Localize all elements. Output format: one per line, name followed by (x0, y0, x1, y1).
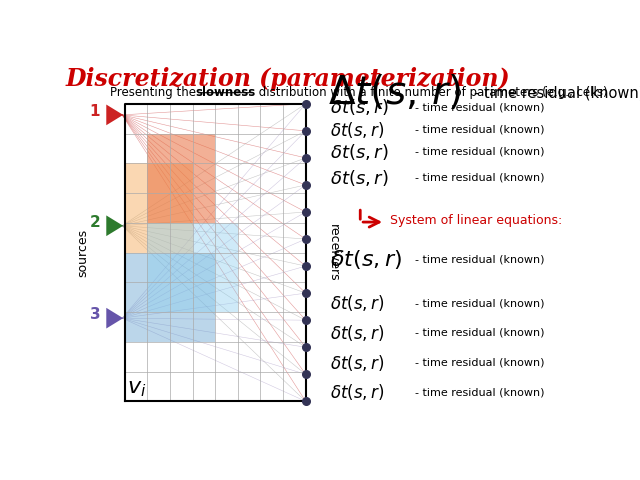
Text: receivers: receivers (326, 224, 339, 281)
Polygon shape (106, 105, 123, 125)
Text: $\delta t(s,r)$: $\delta t(s,r)$ (330, 168, 389, 188)
Text: System of linear equations:: System of linear equations: (390, 215, 563, 228)
Text: $\mathit{v}_i$: $\mathit{v}_i$ (127, 377, 147, 399)
Text: - time residual (known): - time residual (known) (415, 328, 544, 338)
Text: - time residual (known): - time residual (known) (415, 173, 544, 183)
Text: 3: 3 (90, 307, 100, 322)
Text: $\delta t(s,r)$: $\delta t(s,r)$ (330, 97, 389, 118)
Polygon shape (106, 308, 123, 328)
Text: Presenting the: Presenting the (110, 86, 200, 99)
Text: $\delta t(s,r)$: $\delta t(s,r)$ (330, 382, 385, 402)
Text: - time residual (known): - time residual (known) (415, 254, 544, 264)
Text: sources: sources (76, 228, 89, 276)
Text: $\delta t(s,r)$: $\delta t(s,r)$ (330, 142, 389, 162)
Text: - time residual (known): - time residual (known) (415, 299, 544, 308)
Polygon shape (106, 216, 123, 236)
Text: 2: 2 (90, 215, 100, 229)
Bar (147, 133, 215, 223)
Bar (125, 163, 193, 252)
Text: $\delta t(s,r)$: $\delta t(s,r)$ (330, 248, 403, 271)
Bar (147, 223, 238, 312)
Text: - time residual (known): - time residual (known) (474, 85, 640, 100)
Text: - time residual (known): - time residual (known) (415, 147, 544, 157)
Text: Discretization (parameterization): Discretization (parameterization) (66, 67, 511, 91)
Text: $\delta t(s,r)$: $\delta t(s,r)$ (330, 323, 385, 343)
Text: $\delta t(s,r)$: $\delta t(s,r)$ (330, 293, 385, 313)
Text: $\delta t(s,r)$: $\delta t(s,r)$ (330, 120, 385, 140)
Bar (125, 252, 215, 342)
Text: - time residual (known): - time residual (known) (415, 103, 544, 112)
Text: slowness: slowness (196, 86, 256, 99)
Text: distribution with a finite number of parameters (e.g., cells): distribution with a finite number of par… (255, 86, 607, 99)
Text: - time residual (known): - time residual (known) (415, 125, 544, 135)
Text: - time residual (known): - time residual (known) (415, 358, 544, 368)
Text: $\Delta t(s,\,r)$: $\Delta t(s,\,r)$ (328, 73, 461, 112)
Text: 1: 1 (90, 104, 100, 119)
Text: $\delta t(s,r)$: $\delta t(s,r)$ (330, 352, 385, 372)
Text: - time residual (known): - time residual (known) (415, 387, 544, 397)
